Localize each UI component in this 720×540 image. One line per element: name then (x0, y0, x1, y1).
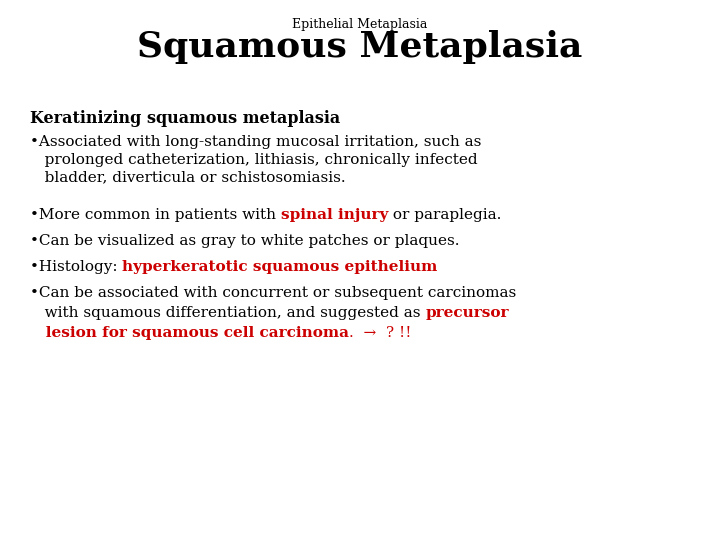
Text: •Can be visualized as gray to white patches or plaques.: •Can be visualized as gray to white patc… (30, 234, 459, 248)
Text: hyperkeratotic squamous epithelium: hyperkeratotic squamous epithelium (122, 260, 438, 274)
Text: .  →  ? !!: . → ? !! (349, 326, 412, 340)
Text: •Associated with long-standing mucosal irritation, such as
   prolonged catheter: •Associated with long-standing mucosal i… (30, 135, 482, 185)
Text: or paraplegia.: or paraplegia. (388, 208, 502, 222)
Text: lesion for squamous cell carcinoma: lesion for squamous cell carcinoma (30, 326, 349, 340)
Text: precursor: precursor (426, 306, 509, 320)
Text: spinal injury: spinal injury (281, 208, 388, 222)
Text: •Histology:: •Histology: (30, 260, 122, 274)
Text: with squamous differentiation, and suggested as: with squamous differentiation, and sugge… (30, 306, 426, 320)
Text: •More common in patients with: •More common in patients with (30, 208, 281, 222)
Text: Keratinizing squamous metaplasia: Keratinizing squamous metaplasia (30, 110, 341, 127)
Text: •Can be associated with concurrent or subsequent carcinomas: •Can be associated with concurrent or su… (30, 286, 516, 300)
Text: Epithelial Metaplasia: Epithelial Metaplasia (292, 18, 428, 31)
Text: Squamous Metaplasia: Squamous Metaplasia (138, 30, 582, 64)
